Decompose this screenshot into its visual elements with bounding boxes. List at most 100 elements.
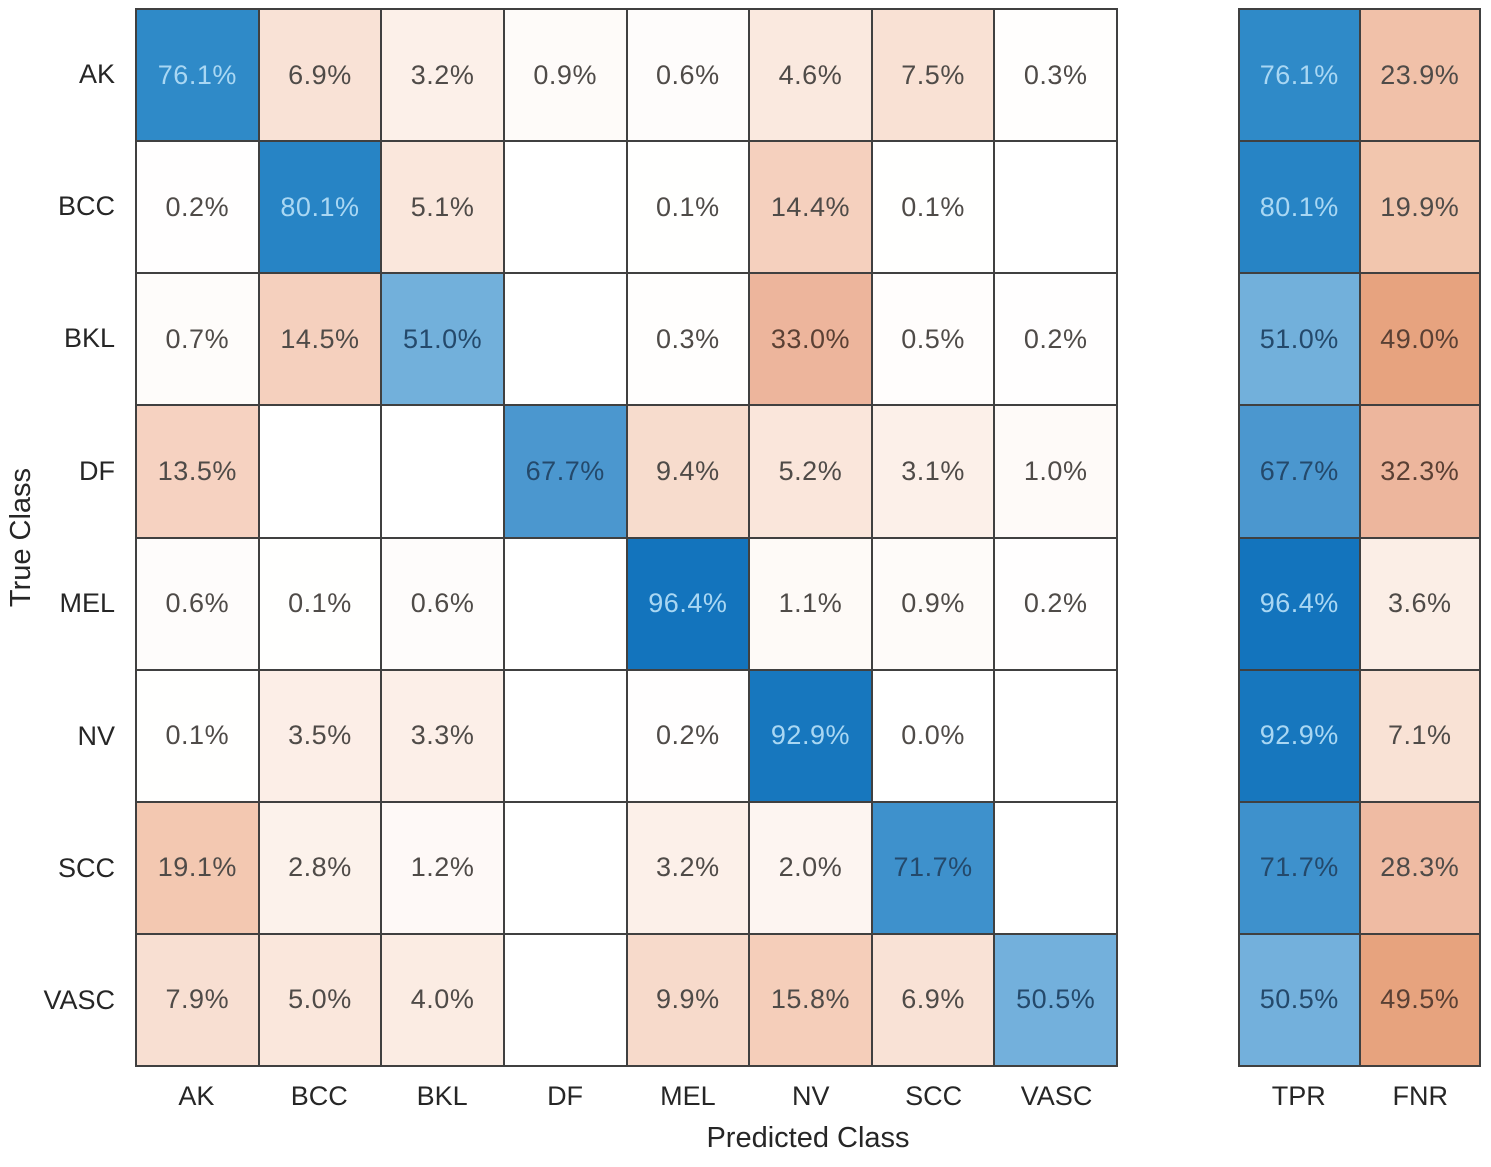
matrix-cell: 0.3% [627,274,749,405]
matrix-cell: 2.0% [750,802,871,933]
matrix-cell: 0.1% [137,670,258,801]
matrix-cell: 0.5% [872,274,994,405]
tpr-cell: 71.7% [1240,802,1359,933]
matrix-cell: 0.6% [627,10,749,141]
matrix-cell: 4.6% [750,10,871,141]
tpr-cell: 67.7% [1240,406,1359,537]
matrix-cell: 33.0% [750,274,871,405]
matrix-cell: 2.8% [259,802,381,933]
col-label-bkl: BKL [416,1080,468,1111]
tpr-cell: 80.1% [1240,142,1359,273]
matrix-cell: 50.5% [995,934,1116,1065]
matrix-cell: 4.0% [382,934,503,1065]
fnr-cell: 3.6% [1360,538,1479,669]
summary-label-fnr: FNR [1392,1080,1449,1111]
row-label-mel: MEL [59,588,115,619]
matrix-cell [504,802,626,933]
col-label-mel: MEL [660,1080,716,1111]
col-label-vasc: VASC [1020,1080,1093,1111]
summary-column-labels: TPR FNR [1238,1076,1481,1116]
matrix-cell [504,274,626,405]
matrix-cell [504,538,626,669]
row-label-scc: SCC [57,852,115,883]
confusion-matrix-grid: 76.1% 6.9% 3.2% 0.9% 0.6% 4.6% 7.5% 0.3% 0.2% 80.… [135,8,1118,1067]
column-labels: AK BCC BKL DF MEL NV SCC VASC [135,1076,1118,1116]
summary-label-tpr: TPR [1271,1080,1326,1111]
matrix-cell: 0.1% [259,538,381,669]
matrix-cell: 92.9% [750,670,871,801]
fnr-cell: 19.9% [1360,142,1479,273]
tpr-cell: 51.0% [1240,274,1359,405]
matrix-cell: 7.5% [872,10,994,141]
tpr-cell: 96.4% [1240,538,1359,669]
matrix-cell: 5.2% [750,406,871,537]
matrix-cell: 0.2% [995,538,1116,669]
matrix-cell: 3.2% [627,802,749,933]
col-label-bcc: BCC [290,1080,348,1111]
matrix-cell: 1.1% [750,538,871,669]
matrix-cell: 15.8% [750,934,871,1065]
row-label-df: DF [79,455,115,486]
fnr-cell: 32.3% [1360,406,1479,537]
matrix-cell: 3.1% [872,406,994,537]
col-label-df: DF [547,1080,584,1111]
row-label-bkl: BKL [63,323,115,354]
matrix-cell: 7.9% [137,934,258,1065]
matrix-cell [504,670,626,801]
tpr-cell: 76.1% [1240,10,1359,141]
x-axis-title: Predicted Class [706,1122,910,1154]
fnr-cell: 23.9% [1360,10,1479,141]
matrix-cell: 3.3% [382,670,503,801]
matrix-cell: 0.2% [995,274,1116,405]
matrix-cell [259,406,381,537]
tpr-cell: 50.5% [1240,934,1359,1065]
row-label-nv: NV [77,720,115,751]
matrix-cell: 0.3% [995,10,1116,141]
col-label-nv: NV [792,1080,830,1111]
matrix-cell: 0.6% [137,538,258,669]
row-label-bcc: BCC [57,191,115,222]
matrix-cell [995,670,1116,801]
matrix-cell: 0.1% [872,142,994,273]
matrix-cell: 6.9% [872,934,994,1065]
matrix-cell [504,934,626,1065]
matrix-cell [504,142,626,273]
matrix-cell: 0.2% [627,670,749,801]
tpr-cell: 92.9% [1240,670,1359,801]
matrix-cell: 0.7% [137,274,258,405]
matrix-cell: 0.9% [872,538,994,669]
fnr-cell: 49.5% [1360,934,1479,1065]
matrix-cell [995,142,1116,273]
matrix-cell: 96.4% [627,538,749,669]
fnr-cell: 49.0% [1360,274,1479,405]
matrix-cell: 1.2% [382,802,503,933]
matrix-cell: 5.0% [259,934,381,1065]
matrix-cell: 3.2% [382,10,503,141]
matrix-cell: 67.7% [504,406,626,537]
matrix-cell: 1.0% [995,406,1116,537]
col-label-scc: SCC [905,1080,963,1111]
row-labels: AK BCC BKL DF MEL NV SCC VASC [0,8,127,1067]
row-label-ak: AK [78,58,115,89]
matrix-cell: 14.4% [750,142,871,273]
col-label-ak: AK [178,1080,215,1111]
matrix-cell: 0.0% [872,670,994,801]
matrix-cell: 13.5% [137,406,258,537]
matrix-cell: 9.4% [627,406,749,537]
matrix-cell [382,406,503,537]
matrix-cell: 71.7% [872,802,994,933]
matrix-cell: 3.5% [259,670,381,801]
tpr-fnr-grid: 76.1% 23.9% 80.1% 19.9% 51.0% 49.0% 67.7% 32.3%… [1238,8,1481,1067]
fnr-cell: 7.1% [1360,670,1479,801]
matrix-cell: 76.1% [137,10,258,141]
matrix-cell: 0.1% [627,142,749,273]
matrix-cell: 9.9% [627,934,749,1065]
matrix-cell: 80.1% [259,142,381,273]
matrix-cell: 14.5% [259,274,381,405]
row-label-vasc: VASC [43,985,115,1016]
matrix-cell: 0.6% [382,538,503,669]
matrix-cell: 19.1% [137,802,258,933]
matrix-cell: 0.9% [504,10,626,141]
matrix-cell: 6.9% [259,10,381,141]
